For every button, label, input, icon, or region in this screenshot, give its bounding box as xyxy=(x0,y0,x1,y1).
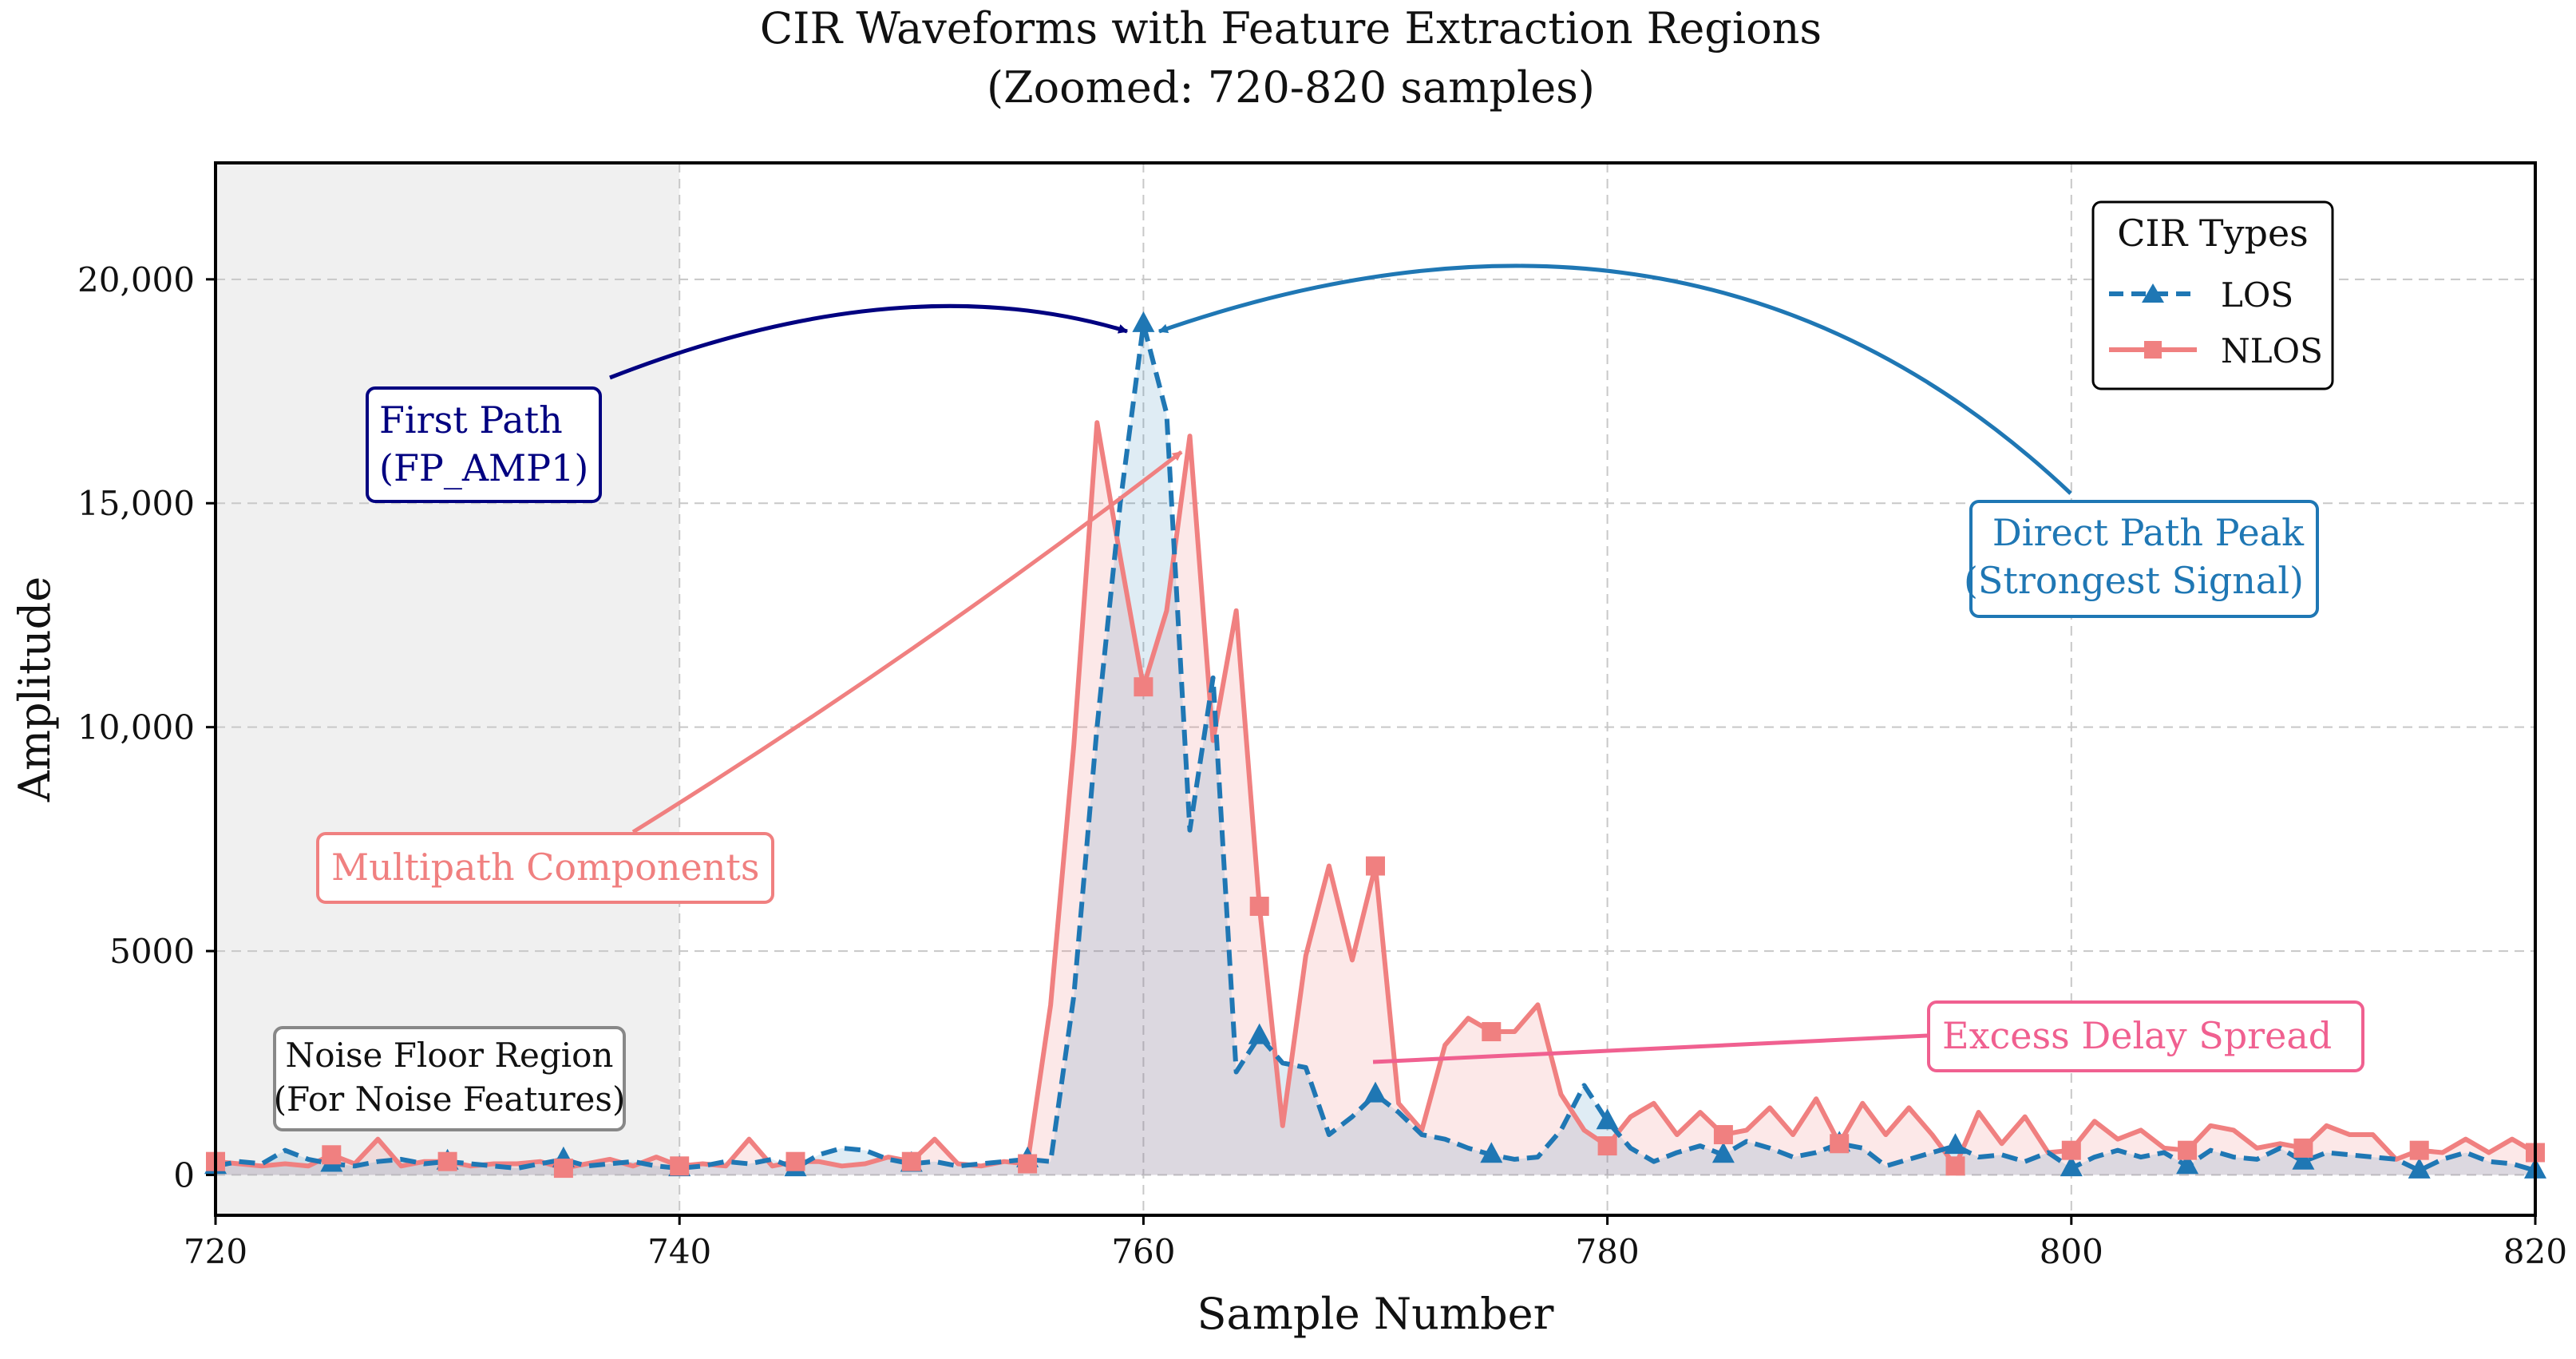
legend-title: CIR Types xyxy=(2117,212,2309,255)
series-fill-nlos xyxy=(216,422,2535,1175)
nlos-point xyxy=(1597,1136,1617,1156)
y-axis-label: Amplitude xyxy=(10,576,60,802)
nlos-point xyxy=(2061,1140,2081,1160)
first-path-arrow xyxy=(609,303,1129,380)
x-tick-label: 740 xyxy=(647,1232,711,1271)
nlos-point xyxy=(2409,1140,2429,1160)
noise-floor-label-line1: Noise Floor Region xyxy=(286,1036,614,1075)
x-tick-label: 720 xyxy=(184,1232,247,1271)
chart-title: CIR Waveforms with Feature Extraction Re… xyxy=(760,3,1822,53)
series-markers xyxy=(204,311,2546,1179)
excess-delay-line xyxy=(1372,1033,1929,1064)
nlos-point xyxy=(1945,1156,1965,1176)
direct-path-label-line2: (Strongest Signal) xyxy=(1964,559,2304,602)
nlos-point xyxy=(901,1151,921,1171)
multipath-arrow xyxy=(631,450,1183,834)
nlos-point xyxy=(1134,677,1153,697)
nlos-point xyxy=(670,1156,690,1176)
direct-path-label-line1: Direct Path Peak xyxy=(1992,511,2305,554)
legend-nlos-label: NLOS xyxy=(2221,331,2323,370)
x-tick-label: 820 xyxy=(2503,1232,2567,1271)
los-point xyxy=(2292,1148,2315,1170)
plot-frame xyxy=(214,161,2537,1217)
multipath-label: Multipath Components xyxy=(331,846,759,889)
multipath-annotation: Multipath Components xyxy=(316,832,774,904)
axis-ticks: 720 740 760 780 800 820 0 5000 10,000 15,000 20,00… xyxy=(77,260,2567,1271)
x-tick-label: 760 xyxy=(1111,1232,1175,1271)
y-tick-label: 0 xyxy=(173,1156,195,1195)
y-tick-label: 5000 xyxy=(109,932,195,971)
series-fills xyxy=(216,323,2535,1175)
nlos-point xyxy=(1482,1022,1502,1042)
legend-nlos-marker xyxy=(2144,341,2162,359)
nlos-point xyxy=(553,1159,573,1179)
nlos-point xyxy=(2293,1138,2313,1158)
direct-path-arrow xyxy=(1157,263,2072,495)
noise-floor-label-line2: (For Noise Features) xyxy=(274,1080,626,1119)
los-point xyxy=(2408,1157,2431,1179)
legend-los-label: LOS xyxy=(2221,275,2293,315)
noise-floor-annotation: Noise Floor Region (For Noise Features) xyxy=(273,1026,626,1131)
legend: CIR Types LOS NLOS xyxy=(2091,200,2334,390)
chart-subtitle: (Zoomed: 720-820 samples) xyxy=(987,62,1595,113)
nlos-point xyxy=(785,1151,805,1171)
first-path-label-line1: First Path xyxy=(379,398,563,442)
first-path-label-line2: (FP_AMP1) xyxy=(379,446,588,489)
nlos-point xyxy=(1018,1154,1038,1174)
los-point xyxy=(2176,1153,2199,1175)
los-point xyxy=(2060,1155,2083,1177)
legend-los-marker xyxy=(2142,283,2164,303)
los-point xyxy=(1480,1142,1503,1163)
nlos-point xyxy=(322,1145,342,1165)
first-path-annotation: First Path (FP_AMP1) xyxy=(366,386,602,503)
direct-path-annotation: Direct Path Peak (Strongest Signal) xyxy=(1964,500,2319,618)
nlos-point xyxy=(2178,1140,2198,1160)
nlos-point xyxy=(1366,856,1385,876)
nlos-point xyxy=(1830,1134,1850,1154)
nlos-point xyxy=(437,1151,457,1171)
los-point xyxy=(1132,311,1155,332)
y-tick-label: 10,000 xyxy=(77,708,195,747)
excess-delay-annotation: Excess Delay Spread xyxy=(1927,1000,2364,1072)
nlos-point xyxy=(1713,1125,1733,1145)
los-point xyxy=(1596,1108,1619,1130)
nlos-point xyxy=(1249,897,1269,917)
excess-delay-label: Excess Delay Spread xyxy=(1942,1014,2332,1057)
x-axis-label: Sample Number xyxy=(1197,1289,1554,1339)
series-line-los xyxy=(216,321,2535,1173)
los-point xyxy=(1711,1142,1735,1163)
y-tick-label: 15,000 xyxy=(77,484,195,523)
y-tick-label: 20,000 xyxy=(77,260,195,299)
los-point xyxy=(1944,1133,1967,1155)
x-tick-label: 800 xyxy=(2040,1232,2103,1271)
x-tick-label: 780 xyxy=(1576,1232,1640,1271)
los-point xyxy=(1364,1081,1387,1103)
los-point xyxy=(1248,1023,1271,1044)
